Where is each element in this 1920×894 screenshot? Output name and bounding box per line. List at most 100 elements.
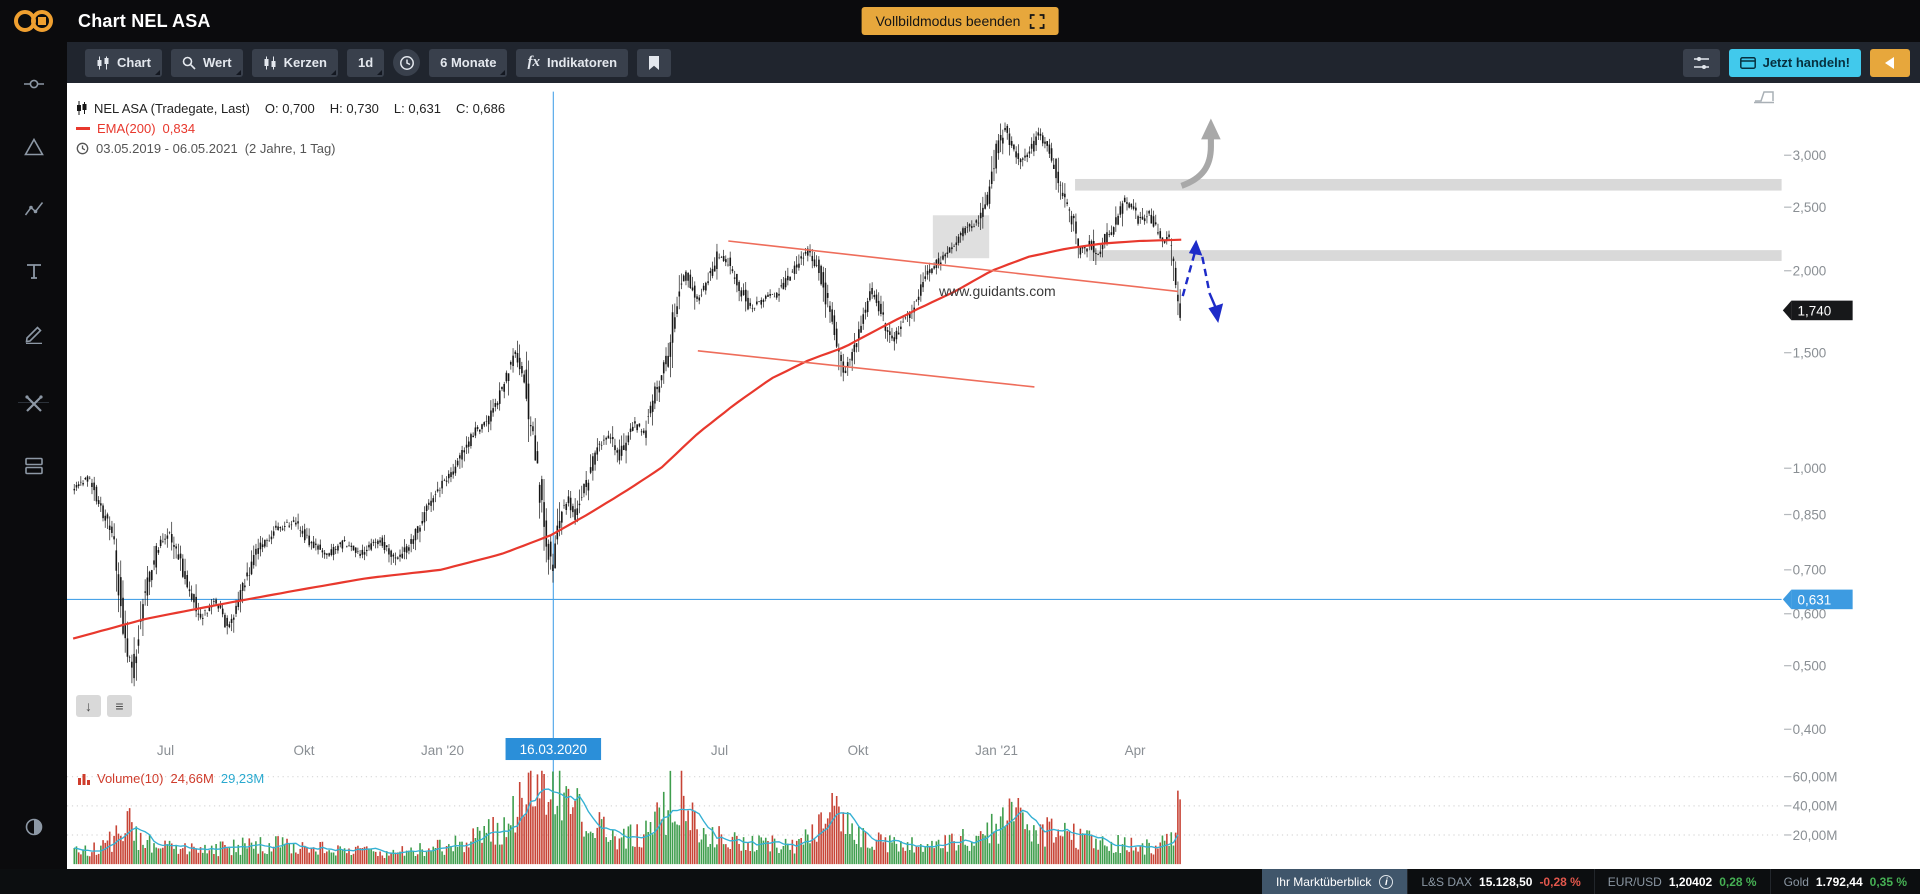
crosshair-date-tag: 16.03.2020 [505,738,602,761]
instrument-legend-row: NEL ASA (Tradegate, Last) O: 0,700 H: 0,… [76,98,505,118]
candlestick-icon [77,101,87,115]
candle-bodies [73,125,1181,679]
svg-text:Jan '20: Jan '20 [421,743,464,758]
marktueberblick-button[interactable]: Ihr Marktüberblick i [1261,869,1408,894]
watermark: www.guidants.com [939,283,1056,299]
ema-value: 0,834 [162,120,196,136]
info-icon: i [1379,874,1394,889]
hline-tool-icon[interactable] [22,72,46,96]
svg-text:3,000: 3,000 [1793,148,1827,163]
svg-text:Jul: Jul [157,743,174,758]
svg-text:16.03.2020: 16.03.2020 [520,742,587,757]
chart-menu-label: Chart [117,55,151,70]
svg-text:1,740: 1,740 [1798,303,1832,318]
fullscreen-exit-button[interactable]: Vollbildmodus beenden [861,7,1059,35]
theme-toggle-icon[interactable] [22,815,46,839]
clock-button[interactable] [393,49,421,76]
svg-text:Apr: Apr [1125,743,1146,758]
chart-mini-buttons: ↓ ≡ [76,695,132,717]
svg-text:Jan '21: Jan '21 [975,743,1018,758]
svg-text:0,631: 0,631 [1798,592,1832,607]
marktueberblick-label: Ihr Marktüberblick [1275,874,1372,889]
layers-button[interactable]: ≡ [107,695,132,717]
svg-text:0,700: 0,700 [1793,563,1827,578]
ticker-gold[interactable]: Gold 1.792,44 0,35 % [1769,869,1920,894]
trade-now-label: Jetzt handeln! [1762,55,1850,70]
chart-canvas[interactable]: 3,000 2,500 2,000 1,500 1,000 0,850 0,700 0,600… [67,83,1920,869]
text-tool-icon[interactable] [22,259,46,283]
top-bar: Chart NEL ASA Vollbildmodus beenden [0,0,1920,42]
card-icon [1739,56,1756,69]
interval-button[interactable]: 1d [346,48,385,77]
chart-menu-button[interactable]: Chart [85,48,162,77]
draw-tool-icon[interactable] [22,321,46,345]
volume-legend: Volume(10) 24,66M 29,23M [78,771,264,786]
fullscreen-exit-icon [1029,13,1045,29]
tools-icon[interactable] [22,392,46,416]
wert-search-button[interactable]: Wert [170,48,243,77]
chart-panel-icon[interactable] [1753,89,1775,105]
interval-label: 1d [357,55,374,70]
download-button[interactable]: ↓ [76,695,101,717]
svg-text:Jul: Jul [711,743,728,758]
svg-text:2,000: 2,000 [1793,264,1827,279]
volume-label: Volume(10) [97,771,164,786]
ema-label: EMA(200) [97,120,156,136]
kerzen-label: Kerzen [283,55,327,70]
candlestick-icon [264,56,276,69]
collapse-panel-button[interactable] [1870,48,1910,77]
page-title: Chart NEL ASA [78,10,211,31]
search-icon [182,56,196,70]
clock-icon [399,55,414,70]
indicators-button[interactable]: fx Indikatoren [516,48,629,77]
range-label: 6 Monate [440,55,497,70]
clock-icon [76,142,89,154]
chart-legend: NEL ASA (Tradegate, Last) O: 0,700 H: 0,… [76,98,505,158]
svg-text:40,00M: 40,00M [1793,799,1838,814]
trendline[interactable] [728,240,1179,293]
analyst-annotations [1180,118,1224,323]
crosshair-price-tag: 0,631 [1782,589,1853,610]
bookmark-icon [649,55,660,70]
date-range: 03.05.2019 - 06.05.2021 [96,140,238,156]
analysis-tool-icon[interactable] [22,197,46,221]
volume-gridlines [67,776,1782,836]
tool-sidebar [0,42,67,869]
svg-text:1,500: 1,500 [1793,346,1827,361]
price-axis[interactable]: 3,000 2,500 2,000 1,500 1,000 0,850 0,700 0,600… [1784,148,1838,843]
volume-value: 24,66M [170,771,214,786]
volume-ma-value: 29,23M [220,771,265,786]
ema-swatch [76,126,90,130]
chart-toolbar: Chart Wert Kerzen 1d 6 Monate fx [67,42,1920,83]
svg-text:20,00M: 20,00M [1793,828,1838,843]
guidants-logo[interactable] [12,8,56,34]
wert-label: Wert [202,55,232,70]
ticker-eur-usd[interactable]: EUR/USD 1,20402 0,28 % [1593,869,1770,894]
svg-text:0,400: 0,400 [1793,722,1827,737]
svg-text:60,00M: 60,00M [1793,770,1838,785]
svg-text:0,850: 0,850 [1793,507,1827,522]
chart-panel: 3,000 2,500 2,000 1,500 1,000 0,850 0,700 0,600… [67,83,1920,869]
trendline[interactable] [697,350,1035,388]
change-badge: 0,35 % [1869,874,1907,889]
shape-tool-icon[interactable] [22,135,46,159]
layout-icon[interactable] [22,454,46,478]
range-button[interactable]: 6 Monate [429,48,508,77]
fx-icon: fx [527,54,540,70]
ticker-ls-dax[interactable]: L&S DAX 15.128,50 -0,28 % [1407,869,1593,894]
ema-line [72,238,1182,640]
svg-text:Okt: Okt [294,743,315,758]
chart-settings-button[interactable] [1682,48,1720,77]
date-range-detail: (2 Jahre, 1 Tag) [244,140,336,156]
svg-text:2,500: 2,500 [1793,200,1827,215]
tune-icon [1693,56,1709,69]
candlestick-icon [97,56,109,69]
kerzen-button[interactable]: Kerzen [251,48,338,77]
bookmark-button[interactable] [637,48,672,77]
volume-bars [73,770,1181,865]
trade-now-button[interactable]: Jetzt handeln! [1728,48,1861,77]
last-price-tag: 1,740 [1782,300,1853,321]
date-axis[interactable]: Jul Okt Jan '20 Jul Okt Jan '21 Apr [157,743,1146,758]
volume-bars-icon [78,773,90,785]
